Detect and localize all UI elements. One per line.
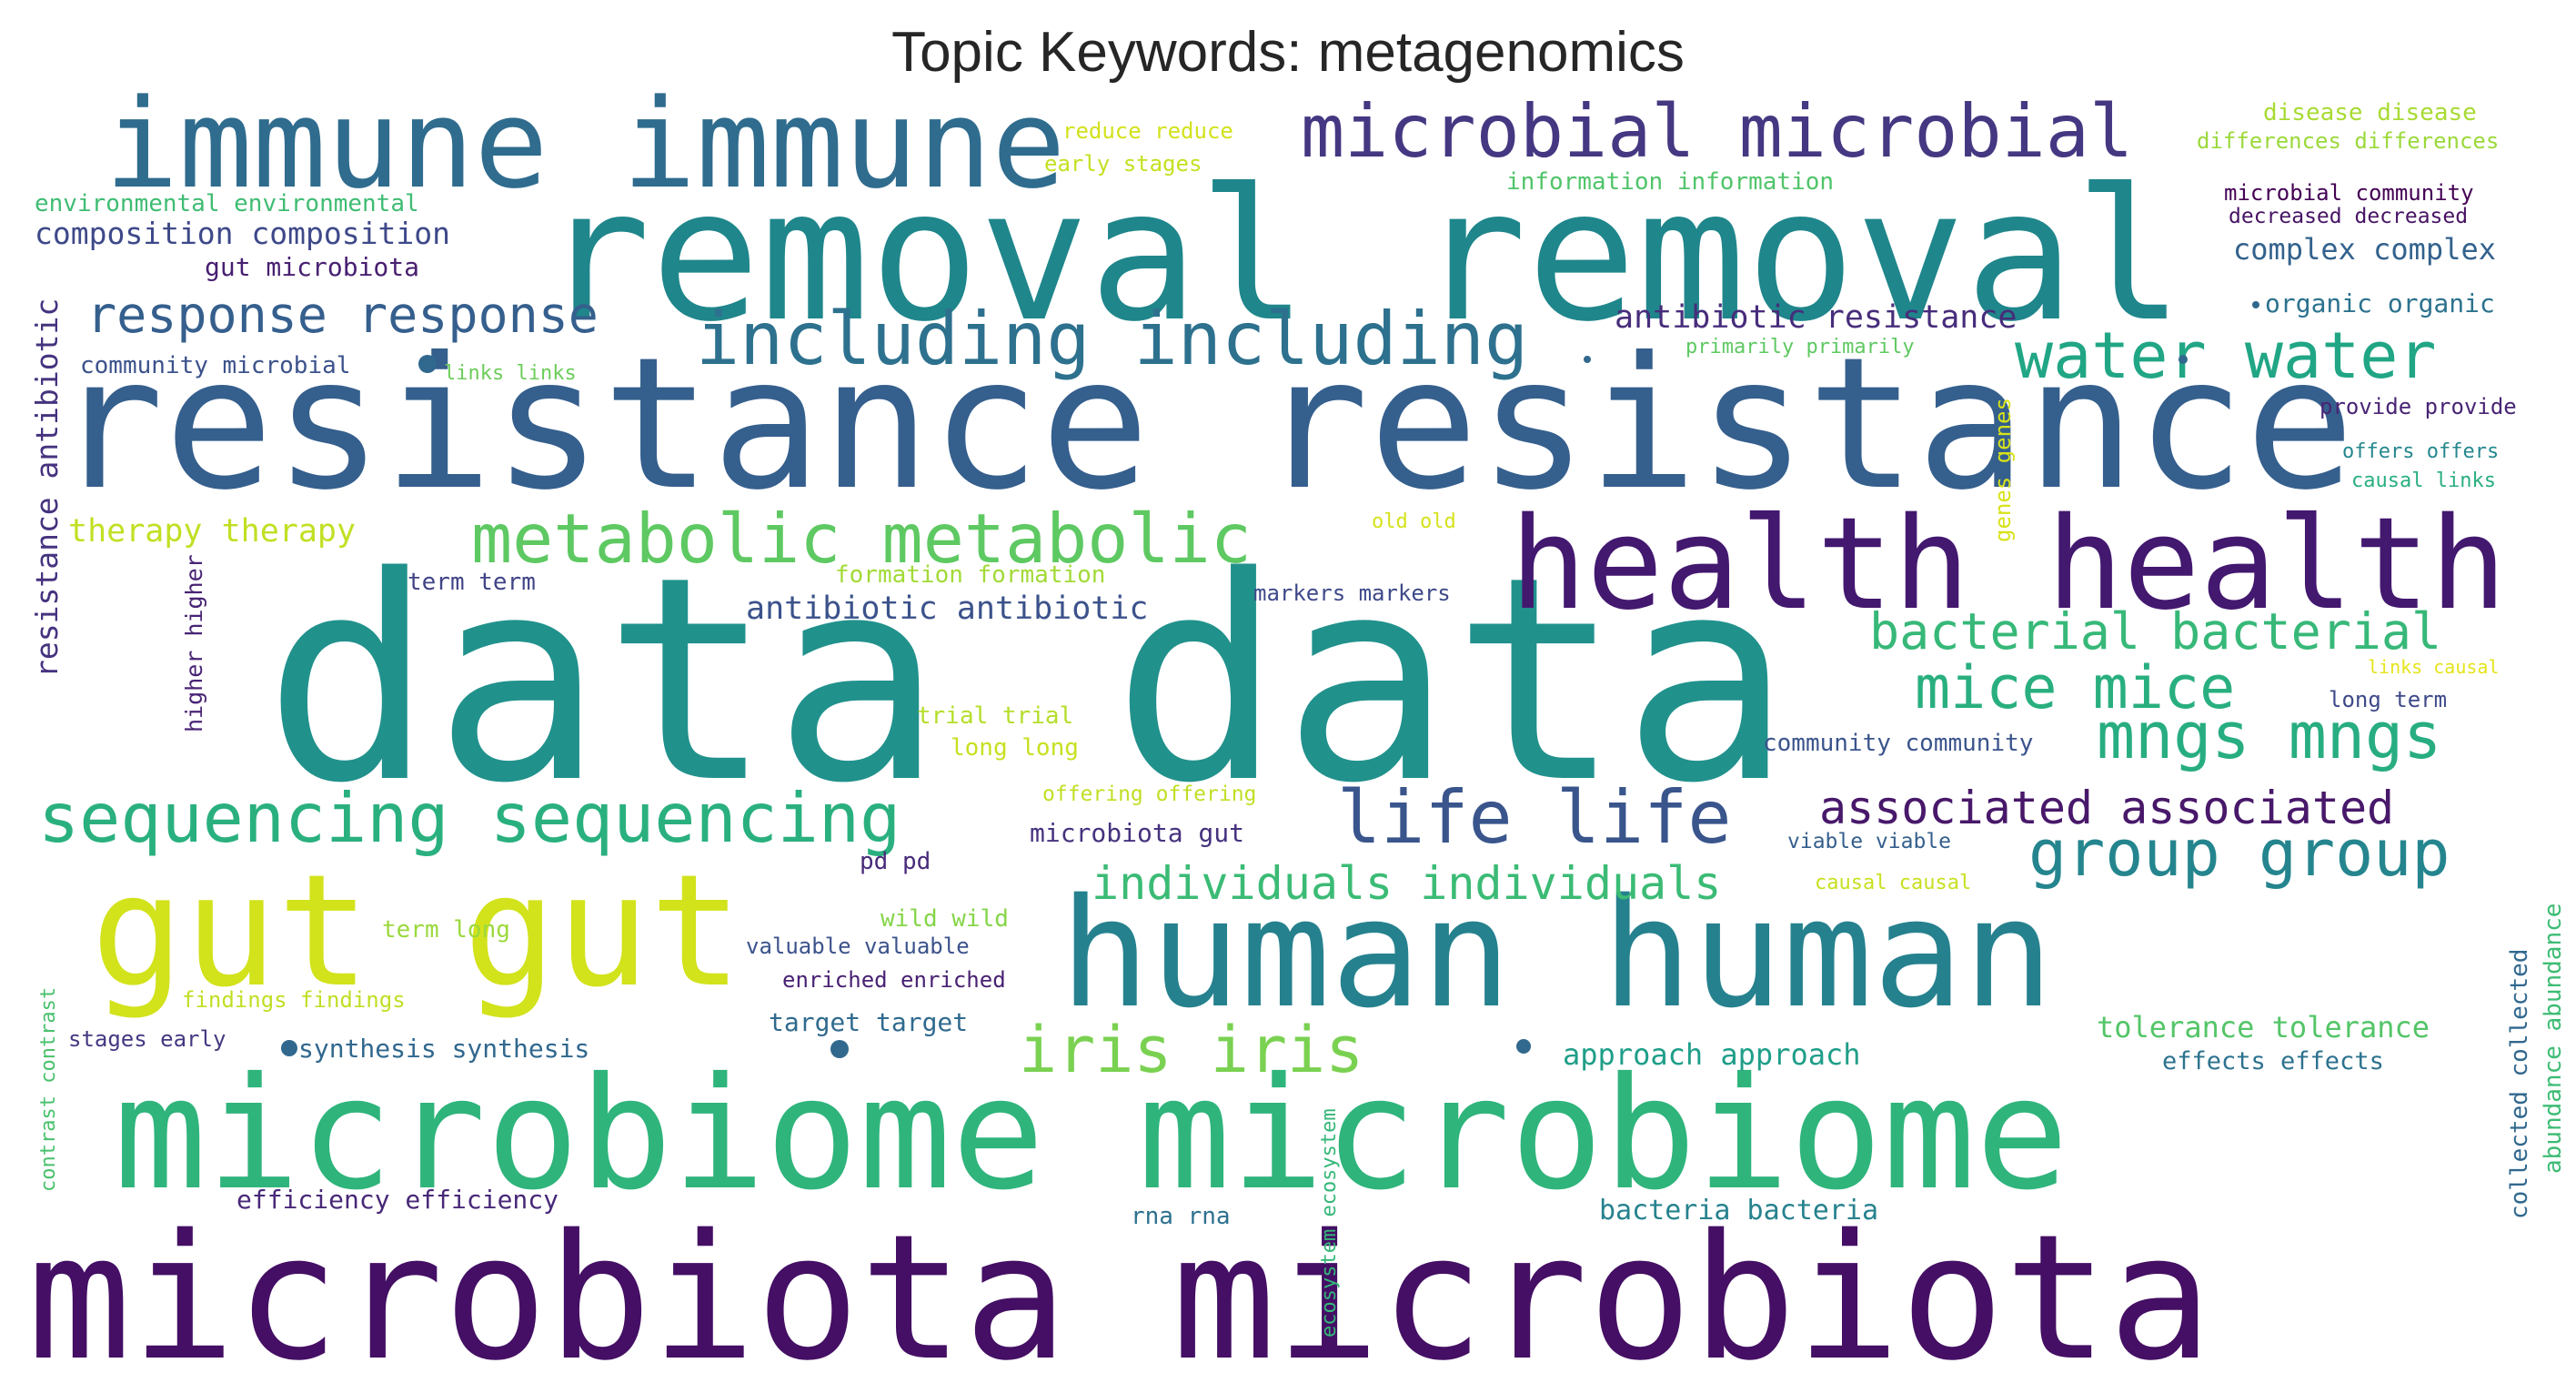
cloud-word: offering offering [1042,782,1256,806]
cloud-word: valuable valuable [746,934,970,959]
cloud-dot [281,1040,297,1056]
cloud-word: formation formation [835,561,1105,589]
cloud-word: findings findings [182,987,406,1013]
cloud-word: effects effects [2162,1047,2384,1075]
cloud-word: sequencing sequencing [38,778,901,858]
cloud-word: data data [264,517,1792,845]
cloud-word: group group [2028,816,2450,891]
cloud-word: viable viable [1787,830,1951,853]
cloud-word: enriched enriched [782,967,1006,993]
cloud-word: metabolic metabolic [471,499,1252,579]
cloud-word: contrast contrast [37,987,60,1192]
cloud-word: trial trial [917,702,1073,730]
cloud-word: links links [444,362,577,385]
cloud-word: ecosystem ecosystem [1318,1108,1341,1338]
cloud-word: efficiency efficiency [236,1185,558,1215]
cloud-word: microbiome microbiome [114,1045,2068,1225]
cloud-word: community microbial [80,352,350,379]
cloud-word: mngs mngs [2097,699,2441,773]
cloud-word: iris iris [1019,1013,1363,1087]
cloud-dot [830,1040,849,1058]
cloud-word: bacterial bacterial [1869,602,2441,661]
cloud-word: long long [951,734,1079,762]
cloud-word: response response [86,286,599,344]
cloud-word: community community [1763,730,2033,757]
cloud-dot [418,355,437,373]
cloud-word: resistance resistance [55,318,2355,530]
cloud-word: bacteria bacteria [1599,1195,1878,1227]
cloud-word: health health [1510,490,2507,639]
cloud-word: genes genes [1990,398,2016,542]
cloud-word: individuals individuals [1092,857,1721,910]
cloud-dot [1584,356,1591,363]
cloud-word: antibiotic resistance [1615,299,2018,336]
cloud-word: gut microbiota [205,252,419,282]
cloud-word: reduce reduce [1062,118,1233,144]
cloud-word: term term [408,569,536,596]
cloud-word: term long [382,916,510,944]
cloud-word: tolerance tolerance [2097,1010,2430,1045]
cloud-word: complex complex [2233,232,2496,267]
cloud-word: microbial microbial [1301,89,2133,174]
cloud-word: rna rna [1131,1203,1231,1230]
chart-title: Topic Keywords: metagenomics [891,21,1685,84]
cloud-word: microbiota gut [1030,818,1244,848]
cloud-word: differences differences [2197,128,2499,154]
cloud-word: resistance antibiotic [29,298,65,678]
cloud-word: life life [1337,775,1731,860]
cloud-word: early stages [1044,151,1202,177]
cloud-word: approach approach [1563,1037,1861,1072]
cloud-word: target target [769,1007,968,1037]
cloud-word: environmental environmental [35,190,419,217]
cloud-word: mice mice [1915,654,2235,722]
cloud-dot [2252,301,2259,308]
cloud-word: water water [2015,318,2437,393]
cloud-word: microbial community [2224,180,2474,206]
cloud-word: removal removal [541,150,2184,362]
cloud-word: composition composition [35,216,450,251]
cloud-word: including including [696,297,1528,381]
cloud-dot [2179,355,2188,364]
cloud-word: disease disease [2263,99,2477,126]
cloud-word: microbiota microbiota [27,1197,2212,1383]
cloud-word: organic organic [2265,288,2495,318]
cloud-word: higher higher [181,554,207,732]
cloud-word: primarily primarily [1685,336,1915,358]
cloud-word: stages early [68,1026,226,1052]
cloud-word: collected collected [2506,949,2533,1219]
cloud-word: synthesis synthesis [298,1034,589,1064]
cloud-word: wild wild [880,905,1009,933]
cloud-word: causal causal [1815,872,1971,894]
cloud-word: markers markers [1253,580,1451,606]
cloud-word: causal links [2351,469,2496,492]
cloud-word: pd pd [860,848,931,875]
cloud-word: antibiotic antibiotic [746,591,1149,627]
cloud-dot [1516,1039,1531,1054]
cloud-word: decreased decreased [2229,205,2468,228]
cloud-word: abundance abundance [2540,903,2567,1174]
cloud-word: gut gut [91,842,742,1022]
cloud-word: information information [1506,168,1834,196]
cloud-word: associated associated [1819,782,2394,834]
cloud-word: provide provide [2319,394,2517,419]
cloud-word: offers offers [2342,440,2499,463]
cloud-word: long term [2329,687,2447,712]
cloud-word: links causal [2368,656,2500,678]
cloud-word: immune immune [105,73,1066,216]
cloud-word: old old [1372,510,1456,533]
cloud-word: therapy therapy [68,513,356,550]
cloud-word: human human [1060,866,2054,1041]
